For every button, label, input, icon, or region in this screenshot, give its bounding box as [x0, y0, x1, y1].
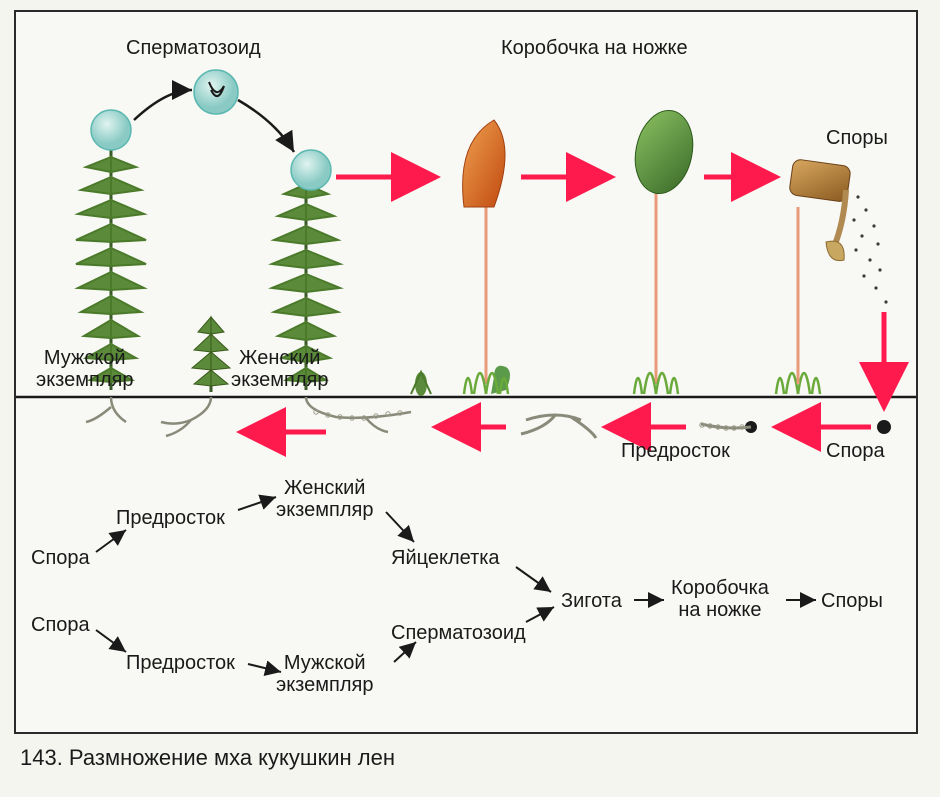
diagram-container: Сперматозоид Коробочка на ножке Споры Му…	[0, 0, 940, 797]
label-capsule: Коробочка на ножке	[501, 37, 688, 59]
label-sperm: Сперматозоид	[126, 37, 261, 59]
fc-spores: Споры	[821, 590, 883, 612]
fc-female: Женский экземпляр	[276, 477, 373, 521]
fc-zygote: Зигота	[561, 590, 622, 612]
label-spora: Спора	[826, 440, 885, 462]
fc-sperm: Сперматозоид	[391, 622, 526, 644]
label-spores: Споры	[826, 127, 888, 149]
fc-male: Мужской экземпляр	[276, 652, 373, 696]
fc-spora2: Спора	[31, 614, 90, 636]
fc-spora1: Спора	[31, 547, 90, 569]
fc-capsule: Коробочка на ножке	[671, 577, 769, 621]
figure-caption: 143. Размножение мха кукушкин лен	[20, 745, 395, 771]
fc-egg: Яйцеклетка	[391, 547, 500, 569]
fc-pred1: Предросток	[116, 507, 225, 529]
fc-pred2: Предросток	[126, 652, 235, 674]
label-protonema: Предросток	[621, 440, 730, 462]
diagram-frame: Сперматозоид Коробочка на ножке Споры Му…	[14, 10, 918, 734]
label-female: Женский экземпляр	[231, 347, 328, 391]
label-male: Мужской экземпляр	[36, 347, 133, 391]
